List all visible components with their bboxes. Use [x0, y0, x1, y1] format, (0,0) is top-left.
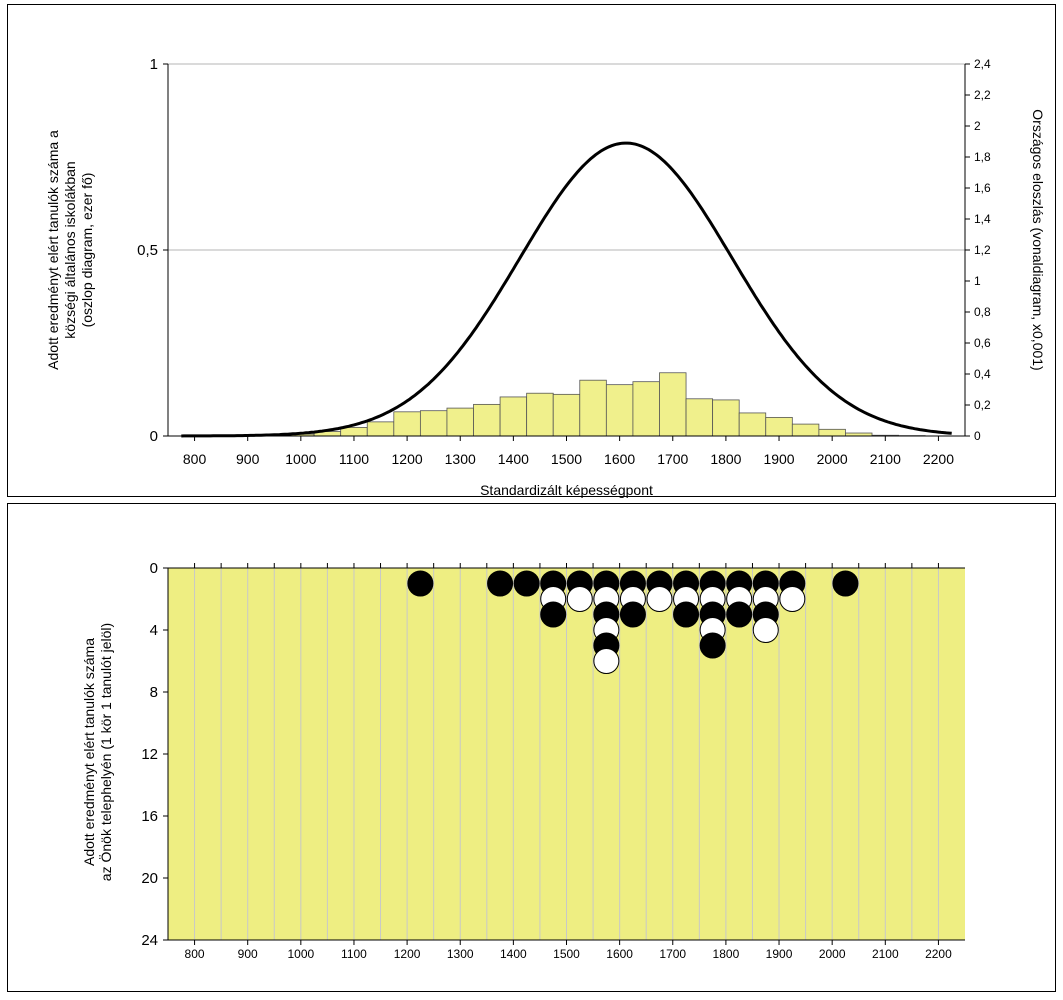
- dot-plot-y-tick-label: 20: [141, 870, 158, 887]
- right-tick-label: 1,8: [974, 150, 991, 164]
- x-tick-label: 900: [236, 451, 260, 467]
- dot-plot-x-tick-label: 1300: [447, 947, 474, 961]
- dot-plot-x-tick-label: 1600: [606, 947, 633, 961]
- dot-plot-x-tick-label: 1400: [500, 947, 527, 961]
- x-tick-label: 1200: [392, 451, 423, 467]
- left-axis-label-line: Adott eredményt elért tanulók száma a: [45, 130, 61, 370]
- left-axis-label-line: községi általános iskolákban: [62, 161, 78, 338]
- student-circle: [407, 570, 434, 597]
- dot-plot-x-tick-label: 2200: [925, 947, 952, 961]
- dot-plot-y-tick-label: 8: [150, 684, 158, 701]
- x-tick-label: 1000: [285, 451, 316, 467]
- student-circle: [726, 601, 753, 628]
- right-tick-label: 2: [974, 119, 981, 133]
- histogram-bar: [552, 393, 581, 437]
- x-tick-label: 1400: [498, 451, 529, 467]
- left-tick-label: 0,5: [137, 242, 158, 259]
- right-tick-label: 1,4: [974, 212, 991, 226]
- x-tick-label: 2100: [870, 451, 901, 467]
- histogram-bar: [419, 410, 448, 437]
- student-circle: [540, 601, 567, 628]
- x-tick-label: 2000: [817, 451, 848, 467]
- right-tick-label: 0,8: [974, 305, 991, 319]
- x-tick-label: 1900: [763, 451, 794, 467]
- histogram-bar: [605, 384, 634, 437]
- dot-plot-x-tick-label: 800: [185, 947, 205, 961]
- student-circle: [619, 601, 646, 628]
- dot-plot-x-tick-label: 1100: [341, 947, 367, 961]
- histogram-bar: [499, 396, 528, 437]
- histogram-bar: [791, 423, 820, 437]
- right-tick-label: 1,2: [974, 243, 991, 257]
- histogram-bar: [818, 428, 846, 437]
- dot-plot-x-tick-label: 1700: [659, 947, 686, 961]
- dot-plot-x-tick-label: 1800: [713, 947, 740, 961]
- histogram-bar: [632, 381, 660, 437]
- dot-plot-x-tick-label: 1900: [766, 947, 793, 961]
- histogram-bar: [579, 379, 607, 437]
- student-circle: [779, 586, 806, 612]
- right-tick-label: 0,4: [974, 367, 991, 381]
- histogram-bar: [765, 416, 793, 437]
- student-circle: [646, 586, 673, 612]
- x-tick-label: 1100: [339, 451, 369, 467]
- histogram-bar: [659, 372, 687, 437]
- histogram-bar: [526, 392, 554, 437]
- right-tick-label: 1,6: [974, 181, 991, 195]
- dot-plot-x-tick-label: 1200: [394, 947, 421, 961]
- dot-plot-axis-label-line: Adott eredményt elért tanulók száma: [81, 638, 97, 866]
- histogram-bar: [393, 411, 421, 437]
- dot-plot-x-tick-label: 2000: [819, 947, 846, 961]
- x-tick-label: 2200: [923, 451, 954, 467]
- right-tick-label: 2,4: [974, 57, 991, 71]
- right-tick-label: 0: [974, 429, 981, 443]
- x-axis-label: Standardizált képességpont: [480, 482, 653, 498]
- left-axis-label-line: (oszlop diagram, ezer fő): [79, 173, 95, 328]
- dot-plot-y-tick-label: 0: [150, 560, 158, 577]
- student-circle: [487, 570, 514, 597]
- right-axis-label: Országos eloszlás (vonaldiagram, x0,001): [1030, 109, 1046, 370]
- x-tick-label: 1800: [710, 451, 741, 467]
- dot-plot-axis-label-line: az Önök telephelyén (1 kör 1 tanulót jel…: [97, 623, 114, 881]
- histogram-bar: [685, 398, 714, 437]
- x-tick-label: 1300: [445, 451, 476, 467]
- dot-plot-x-tick-label: 900: [238, 947, 258, 961]
- right-tick-label: 0,6: [974, 336, 991, 350]
- x-tick-label: 1600: [604, 451, 635, 467]
- x-tick-label: 1700: [657, 451, 688, 467]
- student-circle: [832, 570, 859, 597]
- dot-plot-x-tick-label: 1000: [287, 947, 314, 961]
- student-circle: [673, 601, 700, 628]
- histogram-bar: [446, 407, 474, 437]
- student-circle: [566, 586, 593, 612]
- histogram-bar: [738, 412, 767, 437]
- dot-plot-x-tick-label: 2100: [872, 947, 899, 961]
- distribution-curve: [181, 141, 952, 438]
- dot-plot-y-tick-label: 16: [141, 808, 158, 825]
- histogram-bar: [473, 403, 501, 437]
- dot-plot-y-tick-label: 12: [141, 746, 158, 763]
- dot-plot-y-tick-label: 24: [141, 932, 158, 949]
- left-tick-label: 1: [150, 56, 158, 73]
- dot-plot-x-tick-label: 1500: [553, 947, 580, 961]
- histogram-bar: [712, 399, 740, 437]
- student-circle: [513, 570, 540, 597]
- left-tick-label: 0: [150, 428, 158, 445]
- right-tick-label: 1: [974, 274, 981, 288]
- student-circle: [752, 617, 779, 643]
- right-tick-label: 0,2: [974, 398, 991, 412]
- right-tick-label: 2,2: [974, 88, 991, 102]
- dot-plot-y-tick-label: 4: [150, 622, 158, 639]
- x-tick-label: 800: [183, 451, 207, 467]
- student-circle: [593, 648, 620, 674]
- x-tick-label: 1500: [551, 451, 582, 467]
- histogram-bar: [366, 421, 395, 437]
- student-circle: [699, 632, 726, 659]
